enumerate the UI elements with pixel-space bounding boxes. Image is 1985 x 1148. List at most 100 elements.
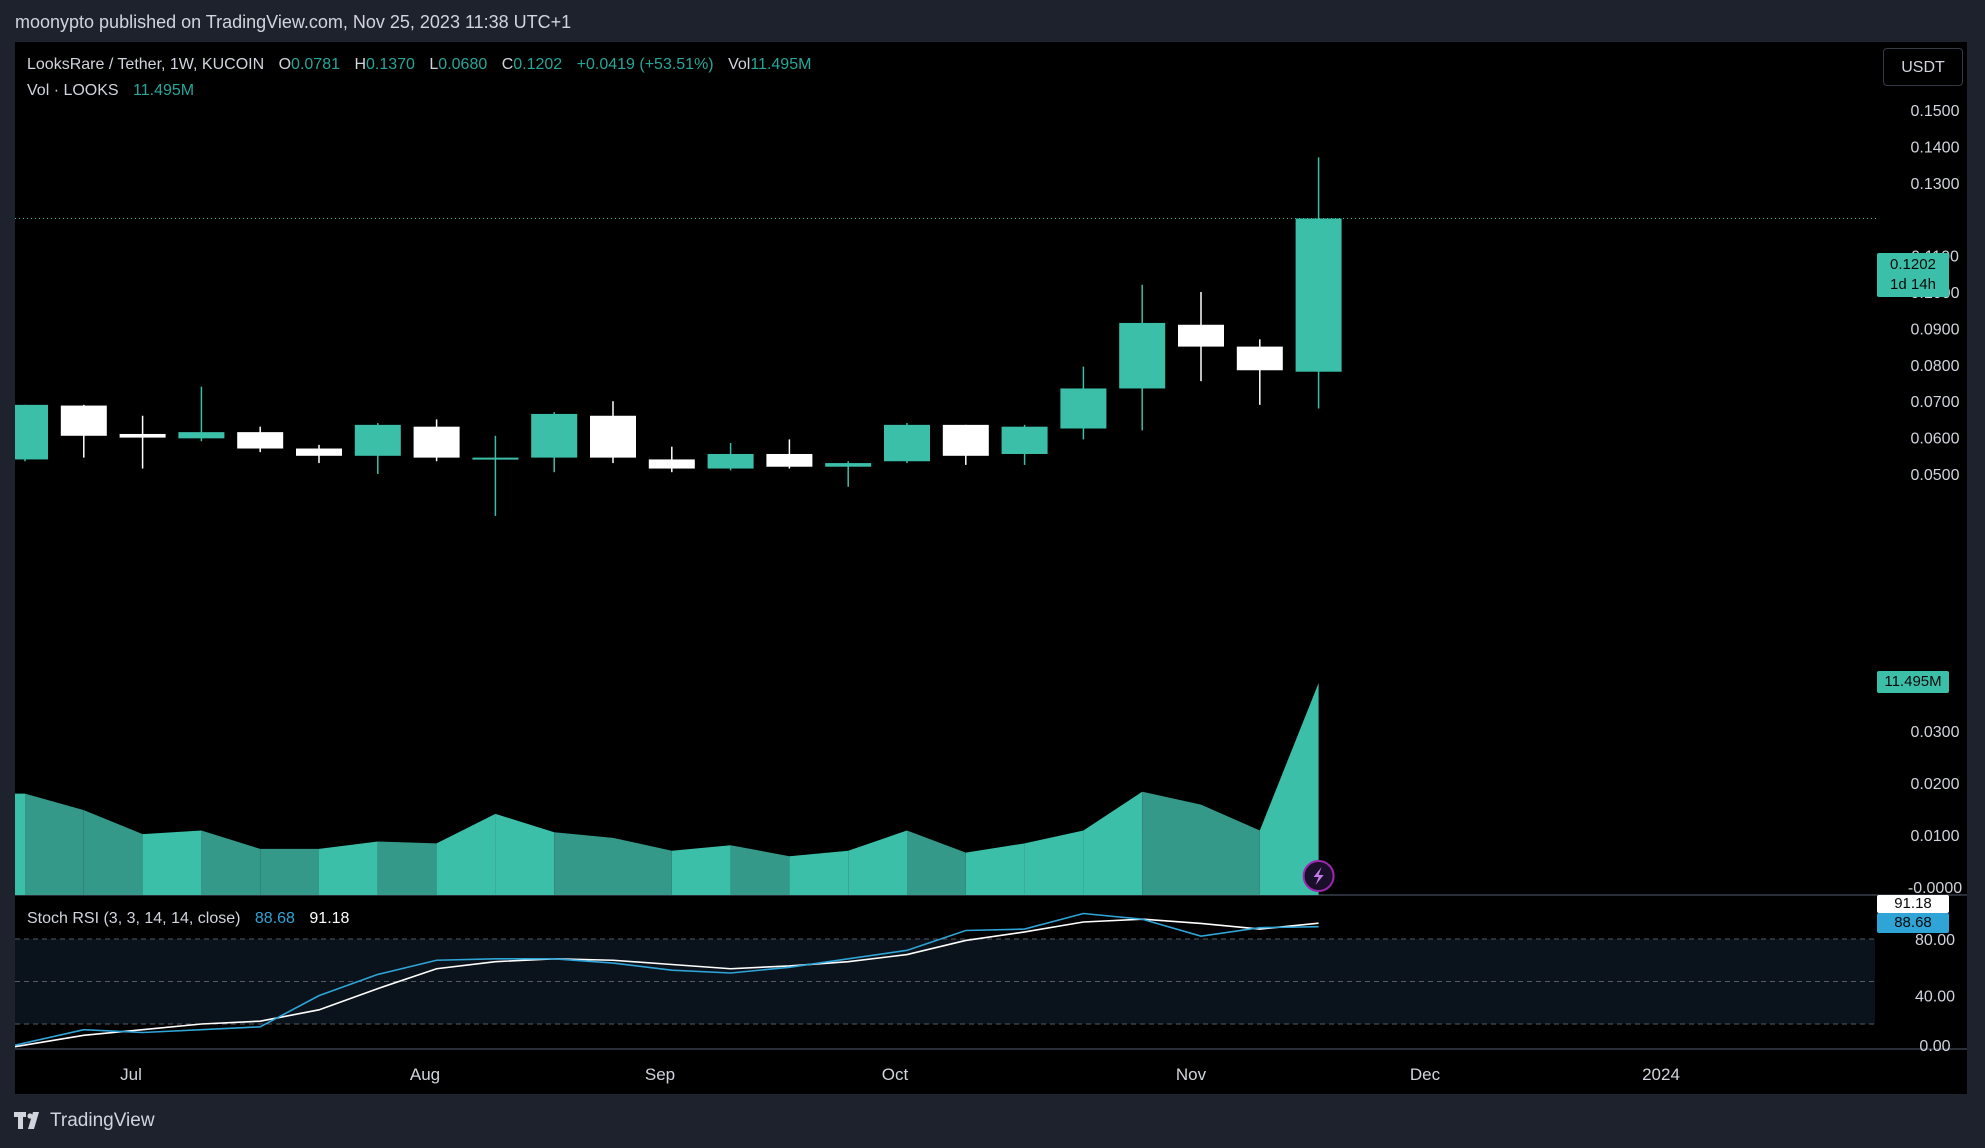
candle-body[interactable] bbox=[178, 432, 225, 439]
candle-body[interactable] bbox=[1295, 218, 1342, 372]
volume-legend-label[interactable]: Vol · LOOKS bbox=[27, 82, 119, 99]
high-value: 0.1370 bbox=[366, 56, 415, 73]
volume-area-segment bbox=[907, 830, 966, 895]
price-axis-tick-label: 0.0100 bbox=[1911, 828, 1960, 845]
last-price-value: 0.1202 bbox=[1890, 256, 1936, 273]
volume-tag: 11.495M bbox=[1877, 671, 1949, 693]
candle-body[interactable] bbox=[354, 424, 401, 456]
symbol-title[interactable]: LooksRare / Tether, 1W, KUCOIN bbox=[27, 56, 265, 73]
price-axis-tick-label: 0.0600 bbox=[1911, 431, 1960, 448]
volume-area-segment bbox=[25, 793, 84, 895]
volume-area-segment bbox=[495, 813, 555, 895]
price-axis-tick-label: 0.0300 bbox=[1911, 724, 1960, 741]
volume-area-segment bbox=[1259, 683, 1319, 895]
volume-area-segment bbox=[83, 810, 143, 895]
candle-body[interactable] bbox=[590, 415, 636, 458]
volume-area-segment bbox=[730, 845, 790, 895]
price-axis-tick-label: 0.0900 bbox=[1911, 321, 1960, 338]
price-axis-tick-label: 0.0700 bbox=[1911, 394, 1960, 411]
currency-button[interactable]: USDT bbox=[1883, 48, 1963, 86]
last-price-tag: 0.1202 1d 14h bbox=[1877, 253, 1949, 297]
candle-body[interactable] bbox=[1178, 324, 1224, 347]
rsi-axis-tick-label: 80.00 bbox=[1915, 932, 1955, 949]
candle-body[interactable] bbox=[1060, 388, 1107, 429]
volume-area-segment bbox=[1083, 791, 1143, 895]
time-axis-tick-label: Sep bbox=[645, 1065, 675, 1084]
high-label: H bbox=[354, 56, 366, 73]
candle-body[interactable] bbox=[766, 453, 813, 467]
price-axis-tick-label: 0.0500 bbox=[1911, 467, 1960, 484]
candle-body[interactable] bbox=[707, 453, 754, 469]
price-axis-tick-label: 0.0200 bbox=[1911, 776, 1960, 793]
low-label: L bbox=[429, 56, 439, 73]
time-axis-tick-label: Jul bbox=[120, 1065, 142, 1084]
vol-value: 11.495M bbox=[750, 56, 812, 73]
volume-legend-value: 11.495M bbox=[133, 82, 195, 99]
time-axis-tick-label: Aug bbox=[410, 1065, 440, 1084]
close-value: 0.1202 bbox=[513, 56, 563, 73]
volume-area-segment bbox=[965, 843, 1025, 895]
candle-body[interactable] bbox=[296, 448, 342, 456]
tradingview-brand: TradingView bbox=[50, 1110, 155, 1131]
footer: TradingView bbox=[0, 1094, 1985, 1148]
candle-body[interactable] bbox=[825, 463, 872, 467]
chart-area[interactable]: 0.15000.14000.13000.11000.10000.09000.08… bbox=[15, 42, 1967, 1094]
tradingview-logo[interactable]: TradingView bbox=[14, 1108, 155, 1134]
volume-area-segment bbox=[260, 848, 319, 895]
candle-body[interactable] bbox=[472, 457, 519, 460]
publish-line: moonypto published on TradingView.com, N… bbox=[15, 12, 572, 32]
candle-body[interactable] bbox=[942, 424, 989, 456]
price-axis-tick-label: 0.1400 bbox=[1911, 139, 1960, 156]
candle-body[interactable] bbox=[648, 459, 695, 469]
candle-body[interactable] bbox=[1001, 426, 1048, 454]
volume-area-segment bbox=[1142, 791, 1201, 895]
stoch-rsi-k-line bbox=[15, 912, 1319, 1047]
price-chart[interactable]: 0.15000.14000.13000.11000.10000.09000.08… bbox=[15, 42, 1967, 1094]
time-axis-tick-label: Oct bbox=[882, 1065, 909, 1084]
candle-body[interactable] bbox=[884, 424, 930, 462]
volume-area-segment bbox=[613, 837, 672, 895]
volume-area-segment bbox=[789, 850, 849, 895]
stoch-rsi-d-line bbox=[15, 918, 1319, 1048]
rsi-d-tag: 91.18 bbox=[1877, 895, 1949, 913]
volume-area-segment bbox=[1024, 830, 1084, 895]
open-label: O bbox=[278, 56, 292, 73]
time-axis-tick-label: 2024 bbox=[1642, 1065, 1680, 1084]
volume-area-segment bbox=[848, 830, 907, 895]
stoch-rsi-label[interactable]: Stoch RSI (3, 3, 14, 14, close) bbox=[27, 910, 241, 927]
volume-area-segment bbox=[142, 830, 202, 895]
lightning-icon-glyph bbox=[1313, 867, 1324, 885]
candle-body[interactable] bbox=[413, 426, 460, 458]
rsi-axis-tick-label: 40.00 bbox=[1915, 989, 1955, 1006]
volume-area-segment bbox=[201, 830, 261, 895]
vol-label: Vol bbox=[728, 56, 751, 73]
candle-body[interactable] bbox=[1236, 346, 1283, 371]
stoch-rsi-legend: Stoch RSI (3, 3, 14, 14, close) 88.68 91… bbox=[27, 906, 349, 932]
low-value: 0.0680 bbox=[438, 56, 488, 73]
volume-area-segment bbox=[1201, 804, 1260, 895]
candle-body[interactable] bbox=[237, 432, 284, 449]
volume-area-segment bbox=[15, 793, 25, 895]
open-value: 0.0781 bbox=[291, 56, 340, 73]
candle-body[interactable] bbox=[60, 405, 107, 436]
stoch-rsi-k-value: 88.68 bbox=[254, 910, 295, 927]
symbol-legend: LooksRare / Tether, 1W, KUCOIN O0.0781 H… bbox=[27, 52, 811, 104]
volume-area-segment bbox=[671, 845, 731, 895]
candle-body[interactable] bbox=[119, 433, 166, 438]
change-value: +0.0419 (+53.51%) bbox=[576, 56, 714, 73]
rsi-axis-tick-label: 0.00 bbox=[1919, 1038, 1950, 1055]
price-axis-tick-label: 0.0800 bbox=[1911, 358, 1960, 375]
rsi-k-tag: 88.68 bbox=[1877, 913, 1949, 933]
volume-area-segment bbox=[554, 832, 613, 895]
time-axis-tick-label: Dec bbox=[1410, 1065, 1441, 1084]
volume-area-segment bbox=[377, 841, 437, 895]
candle-body[interactable] bbox=[15, 404, 48, 460]
bar-countdown: 1d 14h bbox=[1890, 276, 1936, 293]
candle-body[interactable] bbox=[531, 413, 578, 458]
candle-body[interactable] bbox=[1119, 322, 1166, 389]
price-axis-tick-label: 0.1500 bbox=[1911, 103, 1960, 120]
volume-area-segment bbox=[319, 841, 378, 895]
close-label: C bbox=[501, 56, 514, 73]
price-axis-tick-label: 0.1300 bbox=[1911, 176, 1960, 193]
volume-area-segment bbox=[436, 813, 496, 895]
